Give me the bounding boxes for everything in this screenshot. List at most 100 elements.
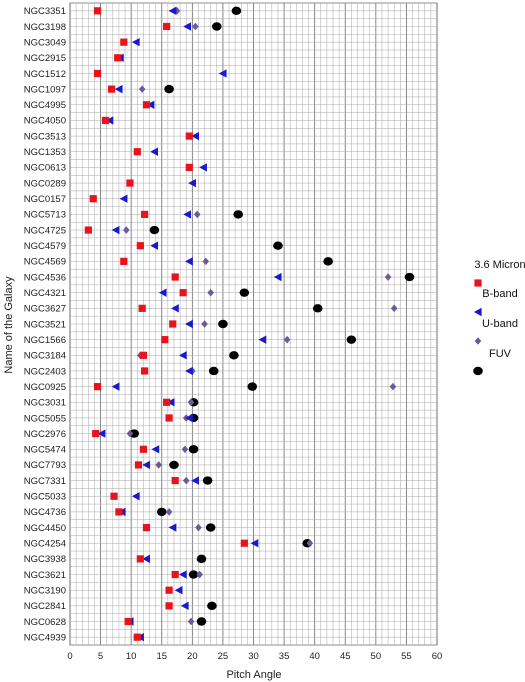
y-tick-label: NGC3621: [24, 570, 66, 581]
data-point: [404, 272, 415, 282]
data-point: [139, 351, 147, 359]
data-point: [142, 554, 151, 564]
data-point: [115, 508, 123, 516]
data-point: [141, 367, 149, 375]
y-tick-label: NGC2976: [24, 429, 66, 440]
data-point: [120, 257, 128, 265]
data-point: [142, 460, 151, 470]
data-point: [163, 22, 171, 31]
data-point: [142, 101, 151, 109]
data-point: [146, 100, 155, 109]
data-point: [231, 6, 242, 16]
data-point: [92, 430, 100, 438]
y-tick-label: NGC3627: [24, 304, 66, 315]
data-point: [138, 85, 146, 93]
data-point: [201, 320, 208, 328]
data-point: [183, 22, 192, 31]
y-tick-label: NGC4569: [24, 257, 66, 268]
data-point: [84, 226, 92, 234]
data-point: [111, 382, 120, 391]
data-point: [171, 570, 179, 579]
y-tick-label: NGC4254: [24, 539, 66, 550]
data-point: [188, 445, 199, 454]
data-point: [346, 335, 357, 344]
data-point: [185, 366, 193, 376]
data-point: [120, 38, 128, 46]
data-point: [247, 382, 258, 391]
y-tick-label: NGC0289: [24, 178, 66, 189]
data-point: [188, 570, 199, 579]
data-point: [122, 226, 130, 234]
data-point: [136, 242, 144, 250]
data-point: [185, 257, 193, 266]
x-tick-label: 10: [126, 651, 137, 662]
data-point: [111, 225, 120, 235]
data-points: [84, 6, 415, 642]
data-point: [218, 69, 227, 78]
data-point: [207, 601, 217, 611]
x-tick-label: 5: [98, 651, 103, 662]
data-point: [126, 179, 134, 187]
x-axis-title: Pitch Angle: [226, 669, 281, 681]
data-point: [138, 304, 146, 312]
data-point: [196, 554, 207, 564]
data-point: [134, 461, 143, 469]
x-tick-label: 0: [67, 651, 72, 662]
x-tick-label: 25: [218, 651, 229, 662]
y-tick-label: NGC3938: [24, 554, 66, 565]
data-point: [384, 273, 392, 281]
y-tick-label: NGC7331: [24, 476, 66, 487]
data-point: [126, 429, 134, 438]
data-point: [93, 69, 102, 78]
data-point: [133, 148, 141, 156]
data-point: [181, 445, 189, 454]
data-point: [192, 22, 199, 31]
x-tick-label: 20: [187, 651, 198, 662]
y-tick-label: NGC4321: [24, 288, 66, 299]
data-point: [179, 289, 187, 297]
series-fuv: [129, 6, 415, 626]
legend-marker: [473, 307, 482, 317]
y-tick-label: NGC2403: [24, 366, 66, 377]
legend-label: 3.6 Micron: [474, 259, 525, 271]
y-tick-label: NGC4939: [24, 632, 66, 643]
data-point: [183, 210, 192, 219]
data-point: [185, 163, 193, 172]
data-point: [119, 194, 128, 203]
data-point: [273, 272, 282, 282]
data-point: [114, 54, 122, 62]
chart-legend: 3.6 Micron B-band U-band FUV: [473, 259, 525, 376]
data-point: [208, 366, 219, 376]
data-point: [188, 178, 196, 188]
data-point: [158, 288, 167, 297]
y-tick-label: NGC3190: [24, 585, 66, 596]
y-tick-label: NGC3521: [24, 319, 66, 330]
y-tick-label: NGC4736: [24, 507, 66, 518]
data-point: [161, 336, 169, 344]
y-tick-label: NGC5055: [24, 413, 66, 424]
x-tick-label: 35: [279, 651, 290, 662]
data-point: [212, 22, 222, 31]
data-point: [150, 241, 159, 250]
y-tick-label: NGC4995: [24, 100, 66, 111]
data-point: [169, 320, 177, 328]
data-point: [165, 508, 173, 516]
legend-marker: [474, 279, 482, 287]
y-tick-label: NGC5474: [24, 445, 66, 456]
data-point: [185, 319, 193, 329]
y-tick-label: NGC1566: [24, 335, 66, 346]
y-tick-label: NGC5033: [24, 492, 66, 503]
x-tick-label: 55: [401, 651, 412, 662]
data-point: [196, 617, 207, 626]
data-point: [273, 241, 283, 250]
y-tick-label: NGC0613: [24, 163, 66, 174]
data-point: [258, 335, 267, 344]
data-point: [97, 429, 106, 438]
y-tick-label: NGC2841: [24, 601, 66, 612]
data-point: [156, 507, 167, 517]
y-tick-label: NGC7793: [24, 460, 66, 471]
data-point: [93, 7, 102, 15]
data-point: [168, 6, 177, 16]
data-point: [107, 85, 116, 93]
legend-label: U-band: [482, 318, 518, 330]
